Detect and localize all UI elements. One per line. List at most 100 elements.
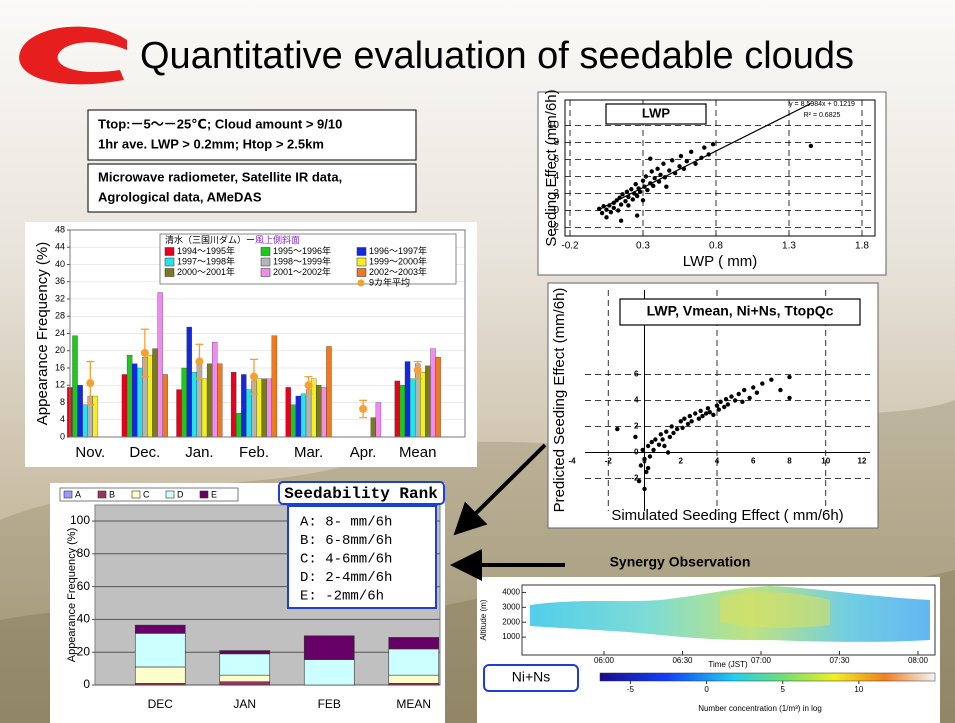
point <box>705 406 711 411</box>
trendline-r2: R² = 0.6825 <box>804 112 841 119</box>
bar-segment <box>303 659 355 686</box>
colorbar-tick-label: 5 <box>781 685 786 694</box>
x-tick-label: 07:00 <box>751 656 772 665</box>
point <box>667 434 673 440</box>
x-tick-label: 12 <box>858 457 867 466</box>
legend-label: 1996～1997年 <box>369 245 427 256</box>
point <box>723 397 729 402</box>
point <box>716 407 722 412</box>
point <box>636 478 642 484</box>
conditions-line: Ttop:－5～－25℃; Cloud amount > 9/10 <box>98 116 342 131</box>
point <box>604 215 609 220</box>
bar <box>72 335 78 438</box>
bar-segment <box>303 635 355 660</box>
point <box>700 413 705 419</box>
bar <box>290 404 296 438</box>
point <box>689 419 694 424</box>
y-tick-label: 4 <box>60 414 65 424</box>
x-tick-label: -2 <box>605 457 613 466</box>
point <box>664 429 669 434</box>
point <box>754 390 760 395</box>
bar <box>399 385 406 438</box>
bar-segment <box>388 637 440 650</box>
legend-swatch <box>356 247 367 256</box>
point <box>640 198 646 203</box>
point <box>640 178 646 183</box>
point <box>634 213 640 218</box>
point <box>678 153 684 159</box>
point <box>670 158 675 163</box>
point <box>645 465 651 471</box>
legend-label: B <box>109 489 115 499</box>
bar <box>266 378 272 438</box>
legend-label: 1999～2000年 <box>369 255 427 266</box>
legend-swatch <box>260 247 271 256</box>
point <box>677 164 682 169</box>
colorbar <box>599 672 936 682</box>
bar <box>305 389 312 438</box>
point <box>624 189 630 194</box>
point <box>711 412 716 417</box>
y-tick-label: -2 <box>631 474 639 483</box>
point <box>652 176 657 181</box>
annotation-line: B: 6-8mm/6h <box>300 533 392 549</box>
legend-swatch <box>164 268 175 277</box>
bar <box>295 395 302 438</box>
point <box>687 413 693 419</box>
y-tick-label: 2000 <box>502 617 520 626</box>
point <box>649 169 654 174</box>
point <box>714 403 720 408</box>
bar <box>212 341 218 438</box>
y-tick-label: 6 <box>634 370 639 379</box>
bar <box>137 367 143 438</box>
bar <box>409 378 416 438</box>
point <box>669 424 674 429</box>
x-tick-label: -4 <box>568 457 576 466</box>
bar-segment <box>219 653 271 676</box>
point <box>642 486 647 492</box>
label: Ni+Ns <box>512 669 551 685</box>
bar-segment <box>219 674 271 683</box>
point <box>696 416 702 421</box>
point <box>660 437 665 442</box>
y-axis-label: Appearance Frequency (%) <box>66 528 78 663</box>
y-tick-label: 8 <box>553 137 559 148</box>
y-tick-label: 32 <box>55 293 65 303</box>
point <box>722 404 727 410</box>
chart-title: Synergy Observation <box>610 554 751 570</box>
legend-swatch <box>199 490 209 499</box>
bar <box>206 363 213 438</box>
legend-label: 2001～2002年 <box>273 266 331 277</box>
y-tick-label: 100 <box>70 513 90 527</box>
x-tick-label: 0.8 <box>709 241 723 252</box>
point <box>707 410 712 415</box>
legend-swatch <box>131 490 141 499</box>
point <box>604 207 609 212</box>
bar <box>126 354 133 438</box>
point <box>637 189 643 194</box>
point <box>658 172 663 177</box>
legend-swatch <box>357 279 365 287</box>
y-tick-label: 40 <box>55 259 65 269</box>
legend-label: 1997～1998年 <box>177 255 235 266</box>
point <box>645 187 650 193</box>
point <box>629 187 634 192</box>
bar <box>420 372 426 438</box>
bar <box>82 404 88 438</box>
legend-label: 2002～2003年 <box>369 266 427 277</box>
bar <box>326 346 332 438</box>
legend-label: 9カ年平均 <box>369 276 410 287</box>
x-tick-label: -0.2 <box>561 241 579 252</box>
average-point <box>195 357 204 366</box>
point <box>651 183 656 189</box>
x-axis-label: Simulated Seeding Effect ( mm/6h) <box>611 507 843 524</box>
bar <box>404 361 411 438</box>
y-tick-label: 4 <box>634 396 639 405</box>
point <box>599 210 605 216</box>
bar <box>271 335 278 438</box>
y-tick-label: 40 <box>77 612 91 626</box>
point <box>688 149 694 155</box>
point <box>741 387 747 393</box>
y-tick-label: 1000 <box>502 632 520 641</box>
